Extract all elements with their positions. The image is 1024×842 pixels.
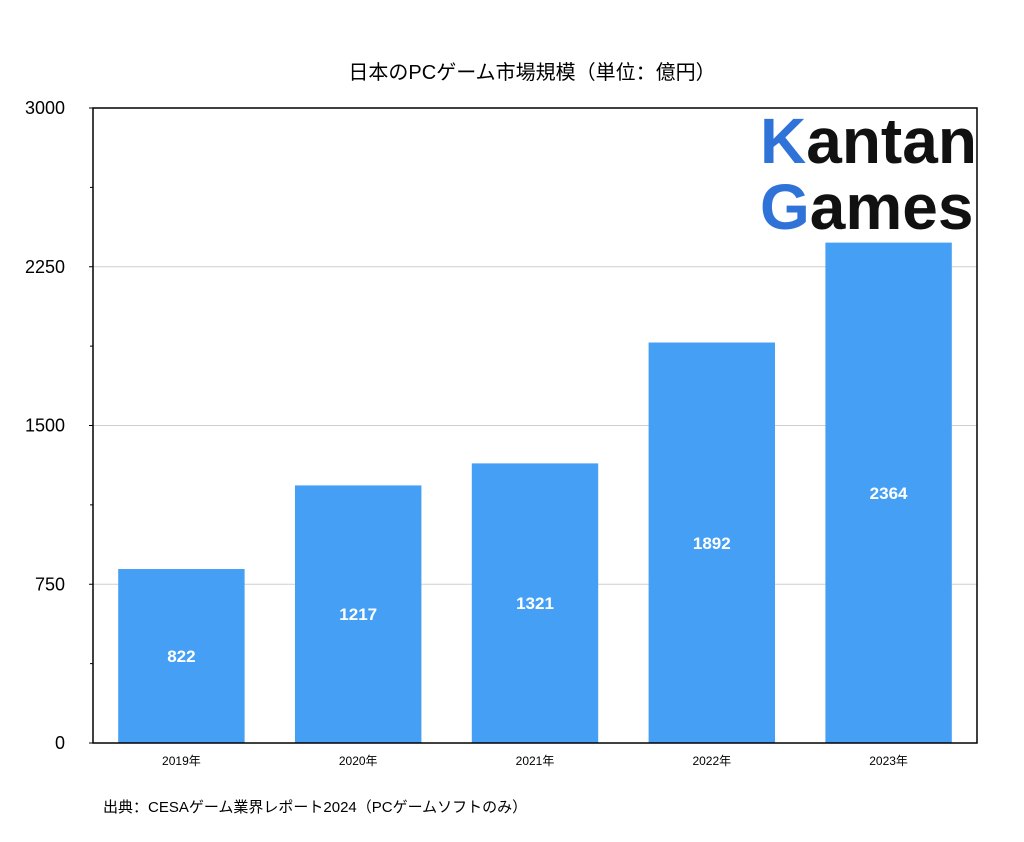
- data-label: 822: [167, 647, 195, 666]
- axes: 0 750 1500 2250 3000 2019年 2020年 2021年 2022年 2023…: [25, 98, 978, 768]
- plot-frame: [92, 107, 978, 744]
- logo-text-ames: ames: [810, 171, 974, 243]
- x-tick-label: 2022年: [692, 754, 731, 768]
- bars: 822 1217 1321 1892 2364: [118, 242, 952, 743]
- bar: [294, 485, 422, 743]
- data-label: 1321: [516, 594, 554, 613]
- svg-text:Kantan: Kantan: [760, 105, 977, 177]
- data-label: 2364: [870, 484, 908, 503]
- y-tick-label: 1500: [25, 416, 65, 436]
- bar: [471, 463, 599, 743]
- bar: [648, 342, 776, 743]
- logo-letter-k: K: [760, 105, 806, 177]
- y-tick-label: 750: [35, 574, 65, 594]
- data-label: 1892: [693, 534, 731, 553]
- x-tick-label: 2023年: [869, 754, 908, 768]
- logo-text-antan: antan: [806, 105, 977, 177]
- data-label: 1217: [339, 605, 377, 624]
- bar: [825, 242, 952, 743]
- logo-letter-g: G: [760, 171, 810, 243]
- svg-text:Games: Games: [760, 171, 973, 243]
- x-tick-label: 2019年: [162, 754, 201, 768]
- source-note: 出典：CESAゲーム業界レポート2024（PCゲームソフトのみ）: [103, 799, 527, 816]
- kantan-games-logo: Kantan Games: [760, 105, 977, 243]
- y-tick-label: 2250: [25, 257, 65, 277]
- chart-title: 日本のPCゲーム市場規模（単位：億円）: [348, 61, 715, 84]
- bar: [118, 569, 245, 743]
- x-tick-label: 2021年: [516, 754, 555, 768]
- y-tick-label: 0: [55, 733, 65, 753]
- y-tick-label: 3000: [25, 98, 65, 118]
- x-tick-label: 2020年: [339, 754, 378, 768]
